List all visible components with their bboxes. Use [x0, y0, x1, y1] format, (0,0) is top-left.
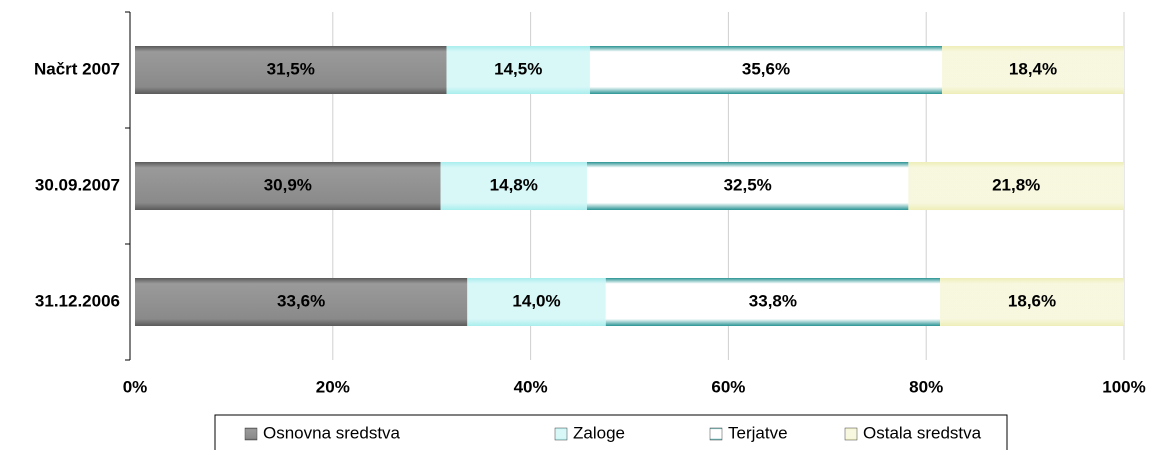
legend-label: Ostala sredstva [863, 423, 982, 442]
legend-label: Terjatve [728, 423, 788, 442]
data-label: 33,6% [277, 291, 325, 310]
legend-swatch [554, 427, 568, 441]
bar-segment [942, 46, 1124, 94]
data-label: 32,5% [724, 175, 772, 194]
legend-box [214, 414, 1008, 450]
bar-segment [135, 162, 441, 210]
data-label: 18,4% [1009, 59, 1057, 78]
y-tick-label: 30.09.2007 [35, 175, 120, 194]
bar-segment [467, 278, 606, 326]
bar-segment [135, 46, 447, 94]
x-tick-label: 0% [123, 377, 148, 396]
data-label: 21,8% [992, 175, 1040, 194]
legend-swatch [244, 427, 258, 441]
bar-segment [908, 162, 1124, 210]
x-tick-label: 20% [316, 377, 350, 396]
data-label: 14,5% [494, 59, 542, 78]
bar-segment [589, 46, 943, 94]
bar-segment [446, 46, 590, 94]
bar-segment [605, 278, 941, 326]
data-label: 14,0% [512, 291, 560, 310]
x-tick-label: 40% [514, 377, 548, 396]
data-label: 14,8% [490, 175, 538, 194]
data-label: 33,8% [749, 291, 797, 310]
y-axis-ticks [125, 11, 130, 361]
x-tick-label: 100% [1102, 377, 1145, 396]
legend-label: Osnovna sredstva [263, 423, 401, 442]
bar-segment [940, 278, 1124, 326]
bar-segment [440, 162, 587, 210]
y-tick-label: Načrt 2007 [34, 59, 120, 78]
data-label: 18,6% [1008, 291, 1056, 310]
data-label: 35,6% [742, 59, 790, 78]
legend-swatch [844, 427, 858, 441]
data-label: 30,9% [264, 175, 312, 194]
legend-label: Zaloge [573, 423, 625, 442]
data-label: 31,5% [267, 59, 315, 78]
y-tick-label: 31.12.2006 [35, 291, 120, 310]
legend-swatch [709, 427, 723, 441]
bar-segment [135, 278, 468, 326]
bar-segment [586, 162, 909, 210]
x-tick-label: 60% [711, 377, 745, 396]
x-tick-label: 80% [909, 377, 943, 396]
